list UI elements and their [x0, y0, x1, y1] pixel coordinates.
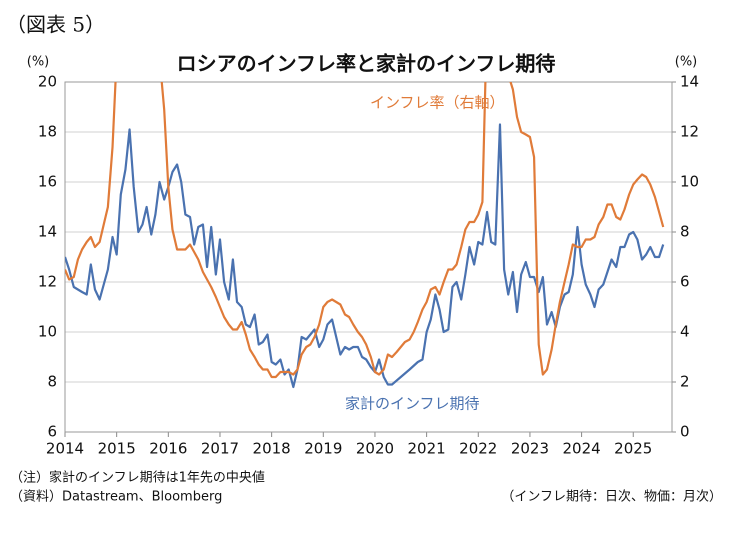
figure-label: （図表 5）: [6, 13, 105, 37]
y-tick-label: 10: [38, 323, 57, 341]
line-series: [65, 123, 665, 389]
y2-unit: (%): [675, 55, 698, 70]
source: （資料）Datastream、Bloomberg: [10, 490, 222, 505]
x-tick-label: 2023: [511, 440, 549, 458]
x-tick-label: 2016: [149, 440, 187, 458]
x-tick-label: 2017: [201, 440, 239, 458]
y2-tick-label: 0: [680, 423, 690, 441]
y2-tick-label: 6: [680, 273, 690, 291]
y2-tick-label: 14: [680, 73, 699, 91]
y2-tick-label: 8: [680, 223, 690, 241]
x-tick-label: 2021: [408, 440, 446, 458]
y2-tick-label: 10: [680, 173, 699, 191]
chart-title: ロシアのインフレ率と家計のインフレ期待: [177, 52, 556, 76]
series-label: 家計のインフレ期待: [345, 395, 480, 413]
y2-tick-label: 4: [680, 323, 690, 341]
x-tick-label: 2018: [253, 440, 291, 458]
y-tick-label: 20: [38, 73, 57, 91]
note: （注）家計のインフレ期待は1年先の中央値: [10, 470, 265, 486]
y-tick-label: 6: [47, 423, 57, 441]
y-tick-label: 8: [47, 373, 57, 391]
x-tick-label: 2022: [459, 440, 497, 458]
x-tick-label: 2024: [563, 440, 601, 458]
y-tick-label: 16: [38, 173, 57, 191]
y2-tick-label: 2: [680, 373, 690, 391]
x-tick-label: 2020: [356, 440, 394, 458]
y-tick-label: 18: [38, 123, 57, 141]
y-unit: (%): [27, 55, 50, 70]
x-tick-label: 2019: [304, 440, 342, 458]
y-tick-label: 12: [38, 273, 57, 291]
x-tick-label: 2015: [98, 440, 136, 458]
y2-tick-label: 12: [680, 123, 699, 141]
series-label: インフレ率（右軸）: [370, 94, 505, 112]
x-tick-label: 2025: [614, 440, 652, 458]
x-tick-label: 2014: [46, 440, 84, 458]
line-series: [65, 82, 665, 379]
frequency-note: （インフレ期待：日次、物価：月次）: [501, 489, 722, 505]
y-tick-label: 14: [38, 223, 57, 241]
